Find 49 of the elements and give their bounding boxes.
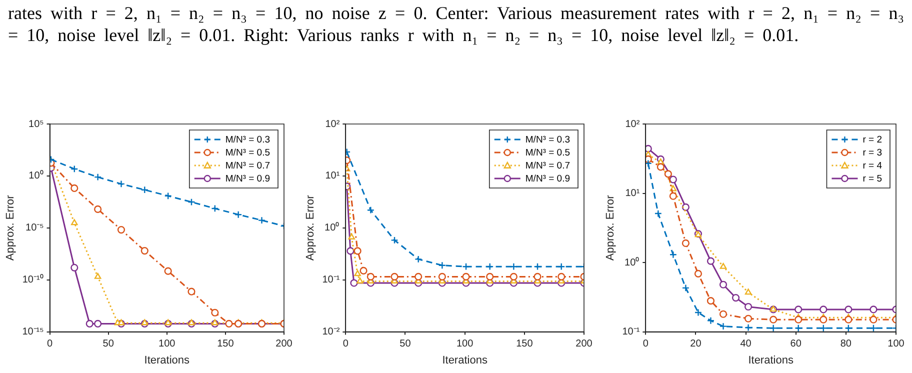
legend-label: M/N³ = 0.9 (525, 174, 570, 185)
y-tick-label: 10⁻¹⁵ (22, 326, 44, 338)
y-tick-label: 10⁻² (322, 326, 340, 338)
y-axis-title: Approx. Error (604, 194, 617, 261)
y-tick-label: 10⁰ (624, 256, 640, 268)
y-tick-label: 10⁻¹ (622, 326, 640, 338)
text: rates with r = 2, n₁ = n₂ = n₃ = 10, no noise z = 0. Center: Various measurement rates with r = 2, n₁ = n₂ = n₃ = 10, noise level ‖z‖₂ = 0.01. Right: Various ranks r with n₁ = n₂ = n₃ = 10, noise level ‖z‖₂ = 0.01. (8, 2, 904, 46)
y-tick-label: 10¹ (325, 170, 340, 182)
x-tick-label: 50 (102, 338, 114, 350)
legend-label: r = 5 (862, 174, 882, 185)
x-tick-label: 0 (642, 338, 649, 350)
x-tick-label: 150 (516, 338, 534, 350)
x-tick-label: 200 (576, 338, 593, 350)
legend-label: M/N³ = 0.9 (225, 174, 270, 185)
y-tick-label: 10² (625, 118, 640, 130)
y-tick-label: 10⁵ (28, 118, 44, 130)
legend-label: M/N³ = 0.5 (525, 148, 570, 159)
y-tick-label: 10⁰ (28, 170, 44, 182)
x-axis-title: Iterations (144, 354, 190, 366)
y-axis-title: Approx. Error (304, 194, 317, 261)
legend-label: M/N³ = 0.7 (225, 160, 270, 172)
x-tick-label: 60 (790, 338, 802, 350)
x-tick-label: 200 (276, 338, 293, 350)
y-axis-title: Approx. Error (4, 194, 17, 261)
x-axis-title: Iterations (748, 354, 794, 366)
x-tick-label: 100 (158, 338, 176, 350)
y-tick-label: 10⁻⁵ (26, 222, 44, 234)
x-tick-label: 0 (47, 338, 54, 350)
x-tick-label: 0 (342, 338, 349, 350)
x-tick-label: 20 (690, 338, 702, 350)
legend-label: M/N³ = 0.3 (225, 134, 270, 146)
x-tick-label: 80 (840, 338, 852, 350)
legend-label: r = 4 (862, 160, 882, 172)
x-tick-label: 40 (740, 338, 752, 350)
y-tick-label: 10¹ (625, 188, 640, 200)
x-axis-title: Iterations (442, 354, 488, 366)
x-tick-label: 100 (456, 338, 474, 350)
y-tick-label: 10⁰ (324, 222, 340, 234)
y-tick-label: 10² (325, 118, 340, 130)
legend-label: r = 2 (862, 134, 882, 146)
legend-label: M/N³ = 0.7 (525, 160, 570, 172)
legend-label: M/N³ = 0.5 (225, 148, 270, 159)
y-tick-label: 10⁻¹⁰ (22, 274, 44, 286)
legend-label: M/N³ = 0.3 (525, 134, 570, 146)
x-tick-label: 100 (888, 338, 905, 350)
x-tick-label: 150 (217, 338, 234, 350)
y-tick-label: 10⁻¹ (322, 274, 340, 286)
x-tick-label: 50 (400, 338, 412, 350)
legend-label: r = 3 (862, 148, 882, 159)
